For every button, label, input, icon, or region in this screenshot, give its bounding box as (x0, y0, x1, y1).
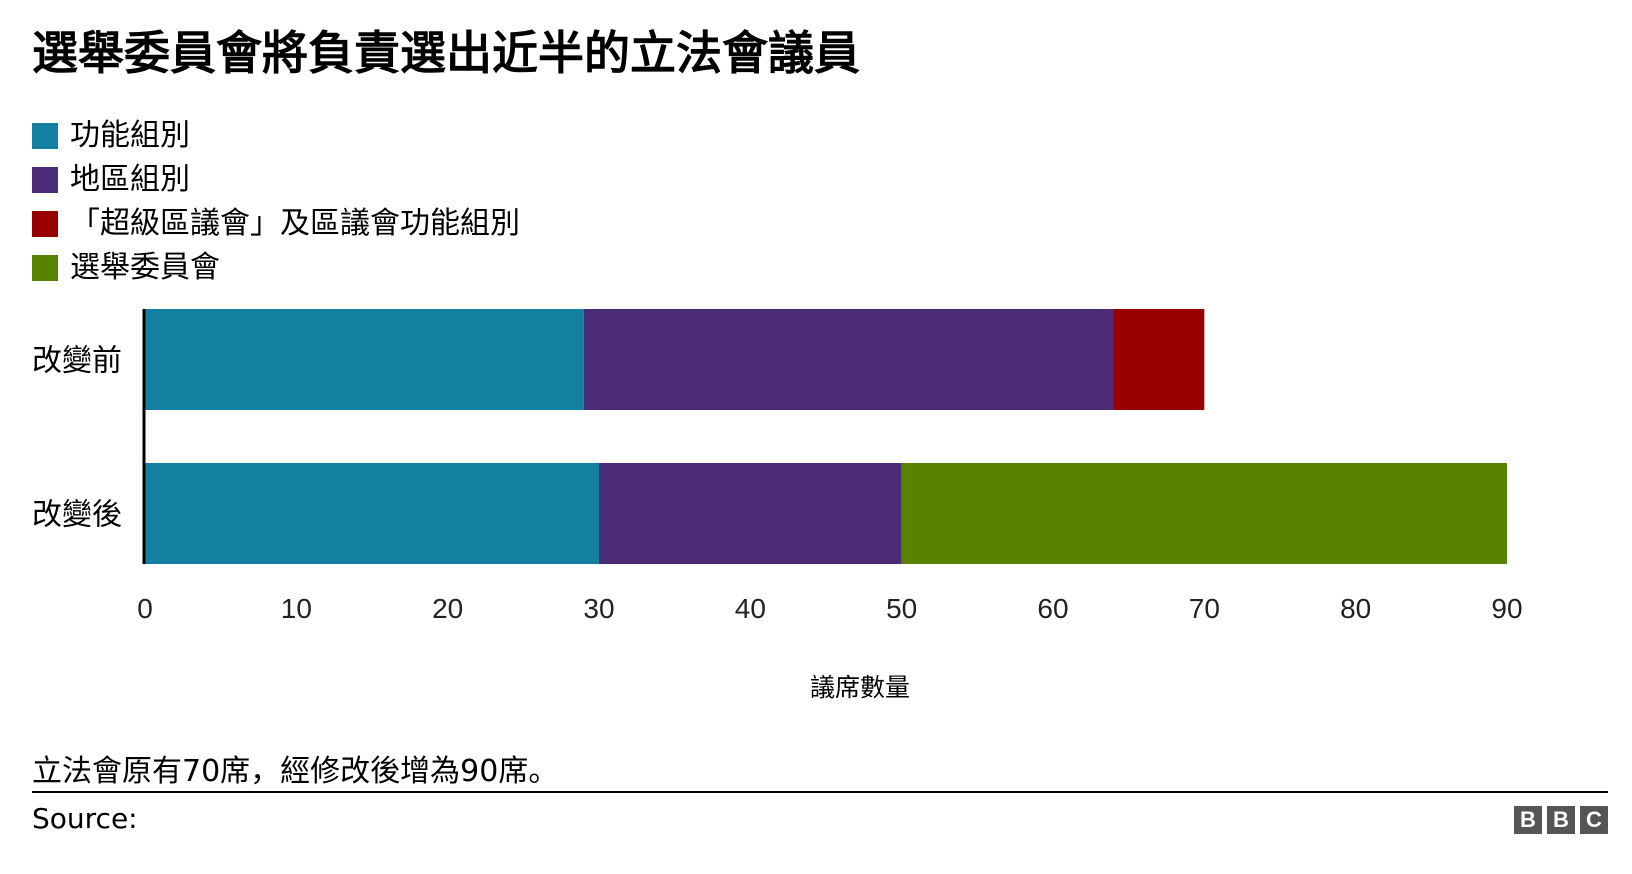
bar-segment-0-series-2 (1113, 309, 1205, 410)
bbc-logo-letter: B (1514, 806, 1542, 834)
legend-swatch-election-committee (32, 255, 58, 281)
legend-label-geographical: 地區組別 (70, 162, 190, 197)
legend-item-functional: 功能組別 (32, 114, 520, 158)
legend-item-geographical: 地區組別 (32, 158, 520, 202)
x-tick-label-9: 90 (1491, 593, 1522, 624)
x-tick-label-8: 80 (1340, 593, 1371, 624)
source-label: Source: (32, 802, 138, 835)
x-tick-label-0: 0 (137, 593, 153, 624)
x-tick-label-4: 40 (735, 593, 766, 624)
footer-divider (32, 791, 1608, 793)
bar-segment-1-series-3 (901, 463, 1507, 564)
x-tick-label-7: 70 (1189, 593, 1220, 624)
bar-segment-0-series-1 (583, 309, 1114, 410)
legend-swatch-district-council (32, 211, 58, 237)
legend: 功能組別 地區組別 「超級區議會」及區議會功能組別 選舉委員會 (32, 114, 520, 290)
bbc-logo-letter: C (1580, 806, 1608, 834)
legend-label-functional: 功能組別 (70, 118, 190, 153)
legend-item-district-council: 「超級區議會」及區議會功能組別 (32, 202, 520, 246)
bar-segment-0-series-0 (145, 309, 584, 410)
x-tick-label-3: 30 (583, 593, 614, 624)
legend-swatch-functional (32, 123, 58, 149)
category-label-1: 改變後 (32, 498, 122, 533)
legend-swatch-geographical (32, 167, 58, 193)
category-label-0: 改變前 (32, 344, 122, 379)
legend-item-election-committee: 選舉委員會 (32, 246, 520, 290)
bar-segment-1-series-0 (145, 463, 599, 564)
legend-label-district-council: 「超級區議會」及區議會功能組別 (70, 206, 520, 241)
bbc-logo: B B C (1514, 806, 1608, 834)
legend-label-election-committee: 選舉委員會 (70, 250, 220, 285)
bar-segment-1-series-1 (599, 463, 902, 564)
chart-title: 選舉委員會將負責選出近半的立法會議員 (32, 26, 860, 80)
x-tick-label-2: 20 (432, 593, 463, 624)
x-axis-title: 議席數量 (809, 673, 910, 702)
x-tick-label-6: 60 (1037, 593, 1068, 624)
bbc-logo-letter: B (1547, 806, 1575, 834)
x-tick-label-1: 10 (281, 593, 312, 624)
x-tick-label-5: 50 (886, 593, 917, 624)
footnote: 立法會原有70席，經修改後增為90席。 (32, 754, 559, 789)
